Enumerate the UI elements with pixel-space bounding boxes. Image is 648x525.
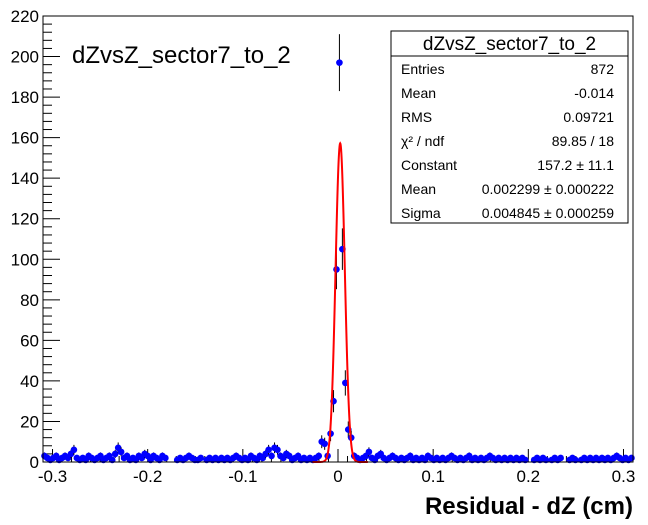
histogram-title: dZvsZ_sector7_to_2 bbox=[72, 42, 291, 69]
stats-row-label: Sigma bbox=[401, 205, 441, 221]
data-point bbox=[557, 454, 564, 462]
data-point bbox=[162, 454, 169, 462]
stats-row: Mean -0.014 bbox=[401, 85, 614, 101]
y-tick-label: 220 bbox=[11, 7, 39, 26]
point-marker bbox=[321, 440, 328, 448]
y-tick-label: 120 bbox=[11, 210, 39, 229]
point-marker bbox=[365, 448, 373, 456]
stats-row-value: 0.09721 bbox=[563, 109, 614, 125]
data-point bbox=[268, 452, 275, 460]
x-axis-title: Residual - dZ (cm) bbox=[425, 493, 633, 520]
y-axis-ticks bbox=[43, 15, 60, 463]
stats-row: Constant 157.2 ± 11.1 bbox=[401, 157, 614, 173]
data-point bbox=[70, 444, 78, 455]
stats-row: χ² / ndf 89.85 / 18 bbox=[401, 133, 614, 149]
x-tick-labels: -0.3 -0.2 -0.1 0 0.1 0.2 0.3 bbox=[38, 467, 635, 486]
x-tick-label: 0.1 bbox=[421, 467, 445, 486]
stats-row: RMS 0.09721 bbox=[401, 109, 614, 125]
y-tick-label: 140 bbox=[11, 169, 39, 188]
stats-row-value: 89.85 / 18 bbox=[552, 133, 614, 149]
point-marker bbox=[336, 59, 343, 66]
stats-row: Entries 872 bbox=[401, 61, 614, 77]
point-marker bbox=[274, 446, 281, 454]
point-marker bbox=[628, 454, 635, 462]
y-tick-label: 200 bbox=[11, 48, 39, 67]
point-marker bbox=[197, 454, 205, 462]
stats-row-label: χ² / ndf bbox=[401, 133, 444, 149]
stats-row-value: 0.002299 ± 0.000222 bbox=[482, 181, 614, 197]
x-tick-label: 0.2 bbox=[517, 467, 541, 486]
y-tick-label: 60 bbox=[20, 331, 39, 350]
data-points bbox=[41, 34, 635, 464]
point-marker bbox=[117, 448, 125, 456]
stats-row-label: Mean bbox=[401, 85, 436, 101]
y-tick-label: 180 bbox=[11, 88, 39, 107]
stats-row-label: Constant bbox=[401, 157, 457, 173]
point-marker bbox=[315, 452, 323, 460]
x-tick-label: -0.1 bbox=[228, 467, 257, 486]
x-tick-label: -0.3 bbox=[38, 467, 67, 486]
point-marker bbox=[268, 452, 275, 460]
stats-box: dZvsZ_sector7_to_2 Entries 872 Mean -0.014 R… bbox=[390, 30, 629, 224]
stats-row: Mean 0.002299 ± 0.000222 bbox=[401, 181, 614, 197]
point-marker bbox=[162, 454, 169, 462]
data-point bbox=[117, 447, 125, 457]
x-tick-label: -0.2 bbox=[133, 467, 162, 486]
stats-rows: Entries 872 Mean -0.014 RMS 0.09721 χ² / ndf 89… bbox=[401, 61, 614, 221]
stats-box-title: dZvsZ_sector7_to_2 bbox=[423, 34, 596, 55]
data-point bbox=[336, 34, 343, 92]
point-marker bbox=[265, 446, 272, 454]
point-marker bbox=[111, 450, 119, 458]
data-point bbox=[315, 452, 323, 460]
stats-row-value: 157.2 ± 11.1 bbox=[537, 157, 614, 173]
y-tick-label: 160 bbox=[11, 129, 39, 148]
data-point bbox=[197, 454, 205, 462]
y-tick-label: 100 bbox=[11, 250, 39, 269]
x-tick-label: 0 bbox=[333, 467, 342, 486]
stats-row-value: -0.014 bbox=[574, 85, 614, 101]
y-tick-label: 40 bbox=[20, 372, 39, 391]
y-tick-label: 0 bbox=[30, 453, 39, 472]
data-point bbox=[365, 447, 373, 457]
stats-row: Sigma 0.004845 ± 0.000259 bbox=[401, 205, 614, 221]
point-marker bbox=[557, 454, 564, 462]
data-point bbox=[265, 444, 272, 455]
stats-box-frame bbox=[390, 30, 629, 224]
data-point bbox=[111, 449, 119, 458]
x-tick-label: 0.3 bbox=[612, 467, 636, 486]
data-point bbox=[628, 454, 635, 462]
data-point bbox=[274, 444, 281, 455]
data-point bbox=[321, 437, 328, 450]
y-tick-label: 20 bbox=[20, 412, 39, 431]
stats-row-label: Mean bbox=[401, 181, 436, 197]
y-tick-labels: 0 20 40 60 80 100 120 140 160 180 200 220 bbox=[11, 7, 39, 472]
y-tick-label: 80 bbox=[20, 291, 39, 310]
stats-row-label: Entries bbox=[401, 61, 445, 77]
stats-row-value: 0.004845 ± 0.000259 bbox=[482, 205, 614, 221]
plot-frame bbox=[42, 15, 634, 463]
stats-row-label: RMS bbox=[401, 109, 432, 125]
stats-row-value: 872 bbox=[591, 61, 615, 77]
point-marker bbox=[70, 446, 78, 454]
